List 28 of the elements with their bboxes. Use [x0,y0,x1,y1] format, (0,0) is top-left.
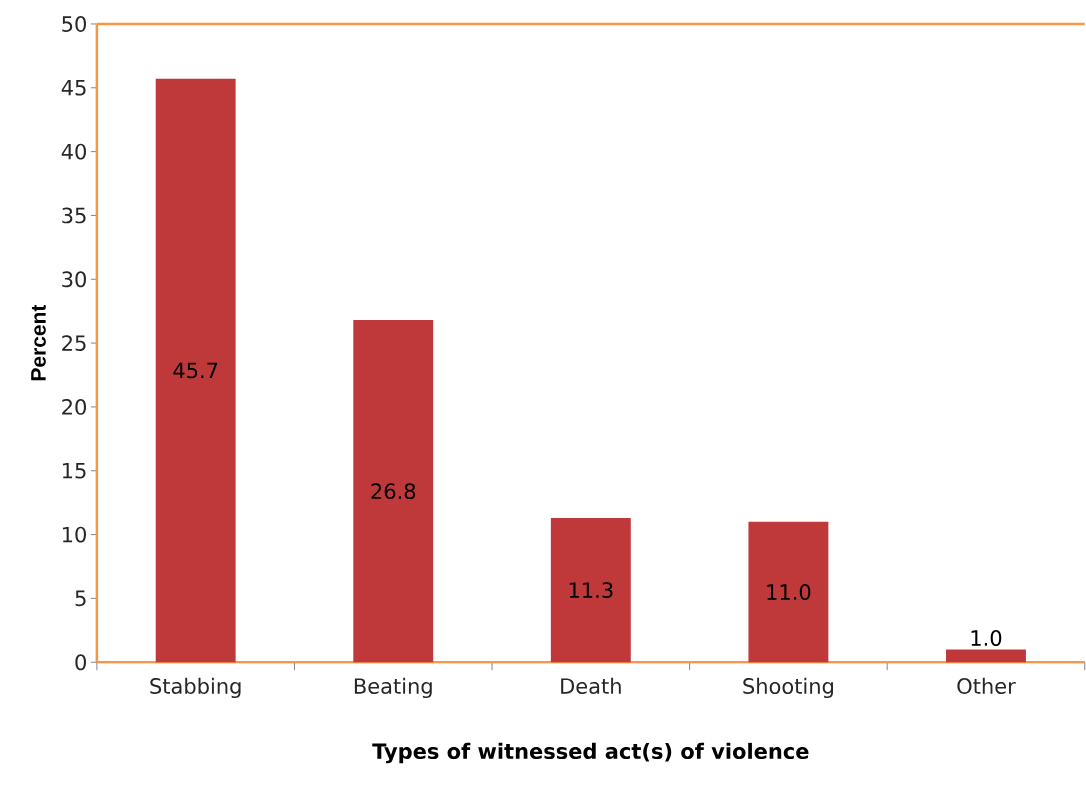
y-tick-label: 45 [61,79,86,96]
y-tick-label: 15 [62,462,86,479]
x-tick-label: Death [561,677,621,694]
bar [748,521,829,663]
x-tick-label: Other [957,677,1016,694]
y-tick-label: 25 [62,335,86,351]
bar [155,78,236,663]
data-label: 1.0 [971,630,1002,646]
x-tick-label: Shooting [743,677,833,699]
y-tick-label: 10 [62,526,86,543]
y-tick-label: 0 [75,654,86,671]
y-tick-label: 20 [62,398,86,415]
data-label: 11.3 [569,582,613,599]
x-axis-title: Types of witnessed act(s) of violence [372,742,809,764]
data-label: 26.8 [371,483,416,500]
bar [946,649,1026,663]
y-tick-label: 50 [62,15,86,32]
y-tick-label: 30 [62,271,86,288]
bar [550,517,631,663]
x-tick-label: Stabbing [150,677,241,699]
data-label: 11.0 [767,584,811,600]
y-tick-label: 40 [61,143,86,160]
bar [353,320,434,663]
data-label: 45.7 [173,362,218,379]
y-axis-title: Percent [31,304,46,381]
x-tick-label: Beating [354,677,432,699]
y-tick-label: 5 [75,590,86,607]
y-tick-label: 35 [62,207,86,224]
